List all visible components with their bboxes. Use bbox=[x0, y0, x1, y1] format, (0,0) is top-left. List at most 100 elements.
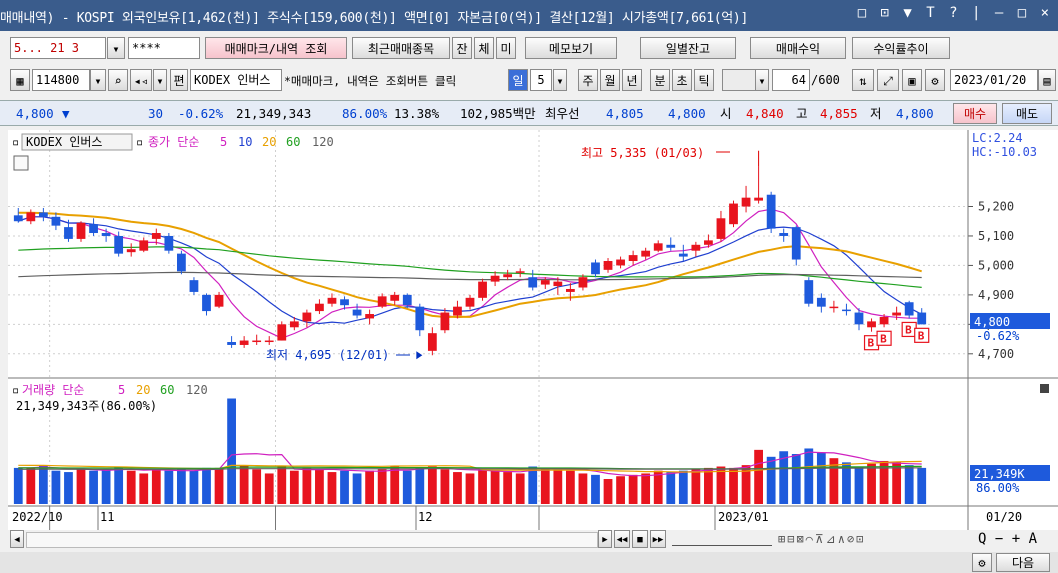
volume-bar bbox=[892, 462, 902, 504]
candle-body bbox=[252, 340, 262, 343]
password-field[interactable]: **** bbox=[128, 37, 200, 59]
edit-button[interactable]: 편 bbox=[170, 69, 188, 91]
zoom-slider[interactable] bbox=[672, 533, 772, 546]
period-dropdown-button[interactable]: ▾ bbox=[553, 69, 567, 91]
daily-balance-button[interactable]: 일별잔고 bbox=[640, 37, 736, 59]
volume-bar bbox=[528, 466, 538, 504]
scroll-left-button[interactable]: ◀ bbox=[10, 530, 24, 548]
volume-bar bbox=[653, 470, 663, 504]
volume-bar bbox=[779, 451, 789, 504]
vol-ma-120-label: 120 bbox=[186, 383, 208, 397]
buy-button[interactable]: 매수 bbox=[953, 103, 997, 124]
scroll-right-button[interactable]: ▶ bbox=[598, 530, 612, 548]
tab-tick[interactable]: 틱 bbox=[694, 69, 714, 91]
toolbar-stock: ▦ 114800 ▾ ⌕ ◂◃ ▾ 편 KODEX 인버스 *매매마크, 내역은… bbox=[0, 66, 1058, 94]
stock-code-input[interactable]: 114800 bbox=[32, 69, 90, 91]
candle-body bbox=[264, 340, 274, 343]
candle-body bbox=[829, 306, 839, 309]
period-count-input[interactable]: 5 bbox=[530, 69, 552, 91]
tab-month[interactable]: 월 bbox=[600, 69, 620, 91]
price-change-pct: -0.62% bbox=[178, 106, 224, 121]
candle-body bbox=[164, 235, 174, 251]
chart-area[interactable]: 5,2005,1005,0004,9004,8004,70075,000K50,… bbox=[8, 130, 1058, 530]
chart-menu-icon[interactable]: ▦ bbox=[10, 69, 30, 91]
volume-ratio: 86.00% bbox=[342, 106, 388, 121]
grid-toggle-icon[interactable] bbox=[13, 155, 29, 171]
memo-view-button[interactable]: 메모보기 bbox=[525, 37, 617, 59]
window-controls[interactable]: □ ⊡ ▼ T ? | — □ × bbox=[857, 5, 1052, 21]
volume-bar bbox=[101, 469, 111, 504]
tab-second[interactable]: 초 bbox=[672, 69, 692, 91]
volume-bar bbox=[26, 467, 36, 504]
volume-panel-close-icon[interactable] bbox=[1040, 384, 1049, 393]
candle-body bbox=[315, 303, 324, 312]
tab-week[interactable]: 주 bbox=[578, 69, 598, 91]
candle-body bbox=[879, 316, 889, 325]
candle-body bbox=[13, 215, 23, 222]
search-icon[interactable]: ⌕ bbox=[108, 69, 128, 91]
interval-dropdown-button[interactable]: ▾ bbox=[755, 69, 769, 91]
drawing-tool-icon[interactable]: ⤢ bbox=[877, 69, 899, 91]
trade-mark-inquiry-button[interactable]: 매매마크/내역 조회 bbox=[205, 37, 347, 59]
candle-body bbox=[503, 274, 513, 278]
last-volume-pct: 86.00% bbox=[976, 481, 1020, 495]
trade-volume: 21,349,343 bbox=[236, 106, 312, 121]
candle-body bbox=[101, 233, 111, 236]
low-pointer bbox=[416, 351, 423, 360]
candle-body bbox=[26, 212, 36, 222]
drawing-tools-icon[interactable]: ⊞⊟⊠⌒⊼⊿∧⊘⊡ bbox=[778, 532, 866, 546]
volume-bar bbox=[289, 470, 299, 504]
recent-trades-button[interactable]: 최근매매종목 bbox=[352, 37, 450, 59]
zoom-controls-icon[interactable]: Q − + A bbox=[978, 531, 1038, 547]
scroll-first-button[interactable]: ◀◀ bbox=[614, 530, 630, 548]
buy-mark-label: B bbox=[918, 329, 925, 342]
interval-select[interactable] bbox=[722, 69, 758, 91]
return-trend-button[interactable]: 수익률추이 bbox=[852, 37, 950, 59]
account-dropdown-button[interactable]: ▾ bbox=[107, 37, 125, 59]
settings-gear-icon[interactable]: ⚙ bbox=[972, 553, 992, 572]
candle-body bbox=[51, 216, 61, 226]
hc-value: HC:-10.03 bbox=[972, 145, 1037, 159]
save-icon[interactable]: ▣ bbox=[902, 69, 922, 91]
sell-button[interactable]: 매도 bbox=[1002, 103, 1052, 124]
stop-button[interactable]: ■ bbox=[632, 530, 648, 548]
candle-body bbox=[804, 280, 814, 304]
tab-day[interactable]: 일 bbox=[508, 69, 528, 91]
candlestick-chart[interactable]: 5,2005,1005,0004,9004,8004,70075,000K50,… bbox=[8, 130, 1058, 530]
indicator-icon[interactable]: ⇅ bbox=[852, 69, 874, 91]
gear-icon[interactable]: ⚙ bbox=[925, 69, 945, 91]
next-button[interactable]: 다음 bbox=[996, 553, 1050, 572]
stock-name-box[interactable] bbox=[21, 133, 133, 151]
tab-year[interactable]: 년 bbox=[622, 69, 642, 91]
date-input[interactable]: 2023/01/20 bbox=[950, 69, 1038, 91]
executed-button[interactable]: 체 bbox=[474, 37, 494, 59]
ma-10-label: 10 bbox=[238, 135, 252, 149]
account-input[interactable]: 5... 21 3 bbox=[10, 37, 106, 59]
candle-body bbox=[478, 281, 487, 298]
price-change: 30 bbox=[148, 106, 164, 121]
stock-name-field[interactable]: KODEX 인버스 bbox=[190, 69, 282, 91]
trade-profit-button[interactable]: 매매수익 bbox=[750, 37, 846, 59]
speaker-icon[interactable]: ◂◃ bbox=[130, 69, 152, 91]
last-price-tag bbox=[970, 313, 1050, 329]
volume-bar bbox=[766, 456, 776, 504]
horizontal-scrollbar[interactable] bbox=[26, 532, 598, 548]
scroll-last-button[interactable]: ▶▶ bbox=[650, 530, 666, 548]
candle-body bbox=[427, 333, 437, 351]
unexecuted-button[interactable]: 미 bbox=[496, 37, 516, 59]
candle-body bbox=[641, 250, 651, 257]
volume-bar bbox=[867, 463, 876, 504]
vol-ma-20-label: 20 bbox=[136, 383, 150, 397]
speaker-dropdown-button[interactable]: ▾ bbox=[153, 69, 167, 91]
balance-button[interactable]: 잔 bbox=[452, 37, 472, 59]
data-count-input[interactable]: 64 bbox=[772, 69, 810, 91]
last-price-label: 4,800 bbox=[974, 315, 1010, 329]
code-dropdown-button[interactable]: ▾ bbox=[90, 69, 106, 91]
volume-bar bbox=[327, 472, 337, 504]
ma-60-label: 60 bbox=[286, 135, 300, 149]
candle-body bbox=[766, 194, 776, 229]
turnover-rate: 13.38% bbox=[394, 106, 440, 121]
candle-body bbox=[754, 197, 763, 201]
calendar-icon[interactable]: ▤ bbox=[1038, 69, 1056, 91]
tab-minute[interactable]: 분 bbox=[650, 69, 670, 91]
